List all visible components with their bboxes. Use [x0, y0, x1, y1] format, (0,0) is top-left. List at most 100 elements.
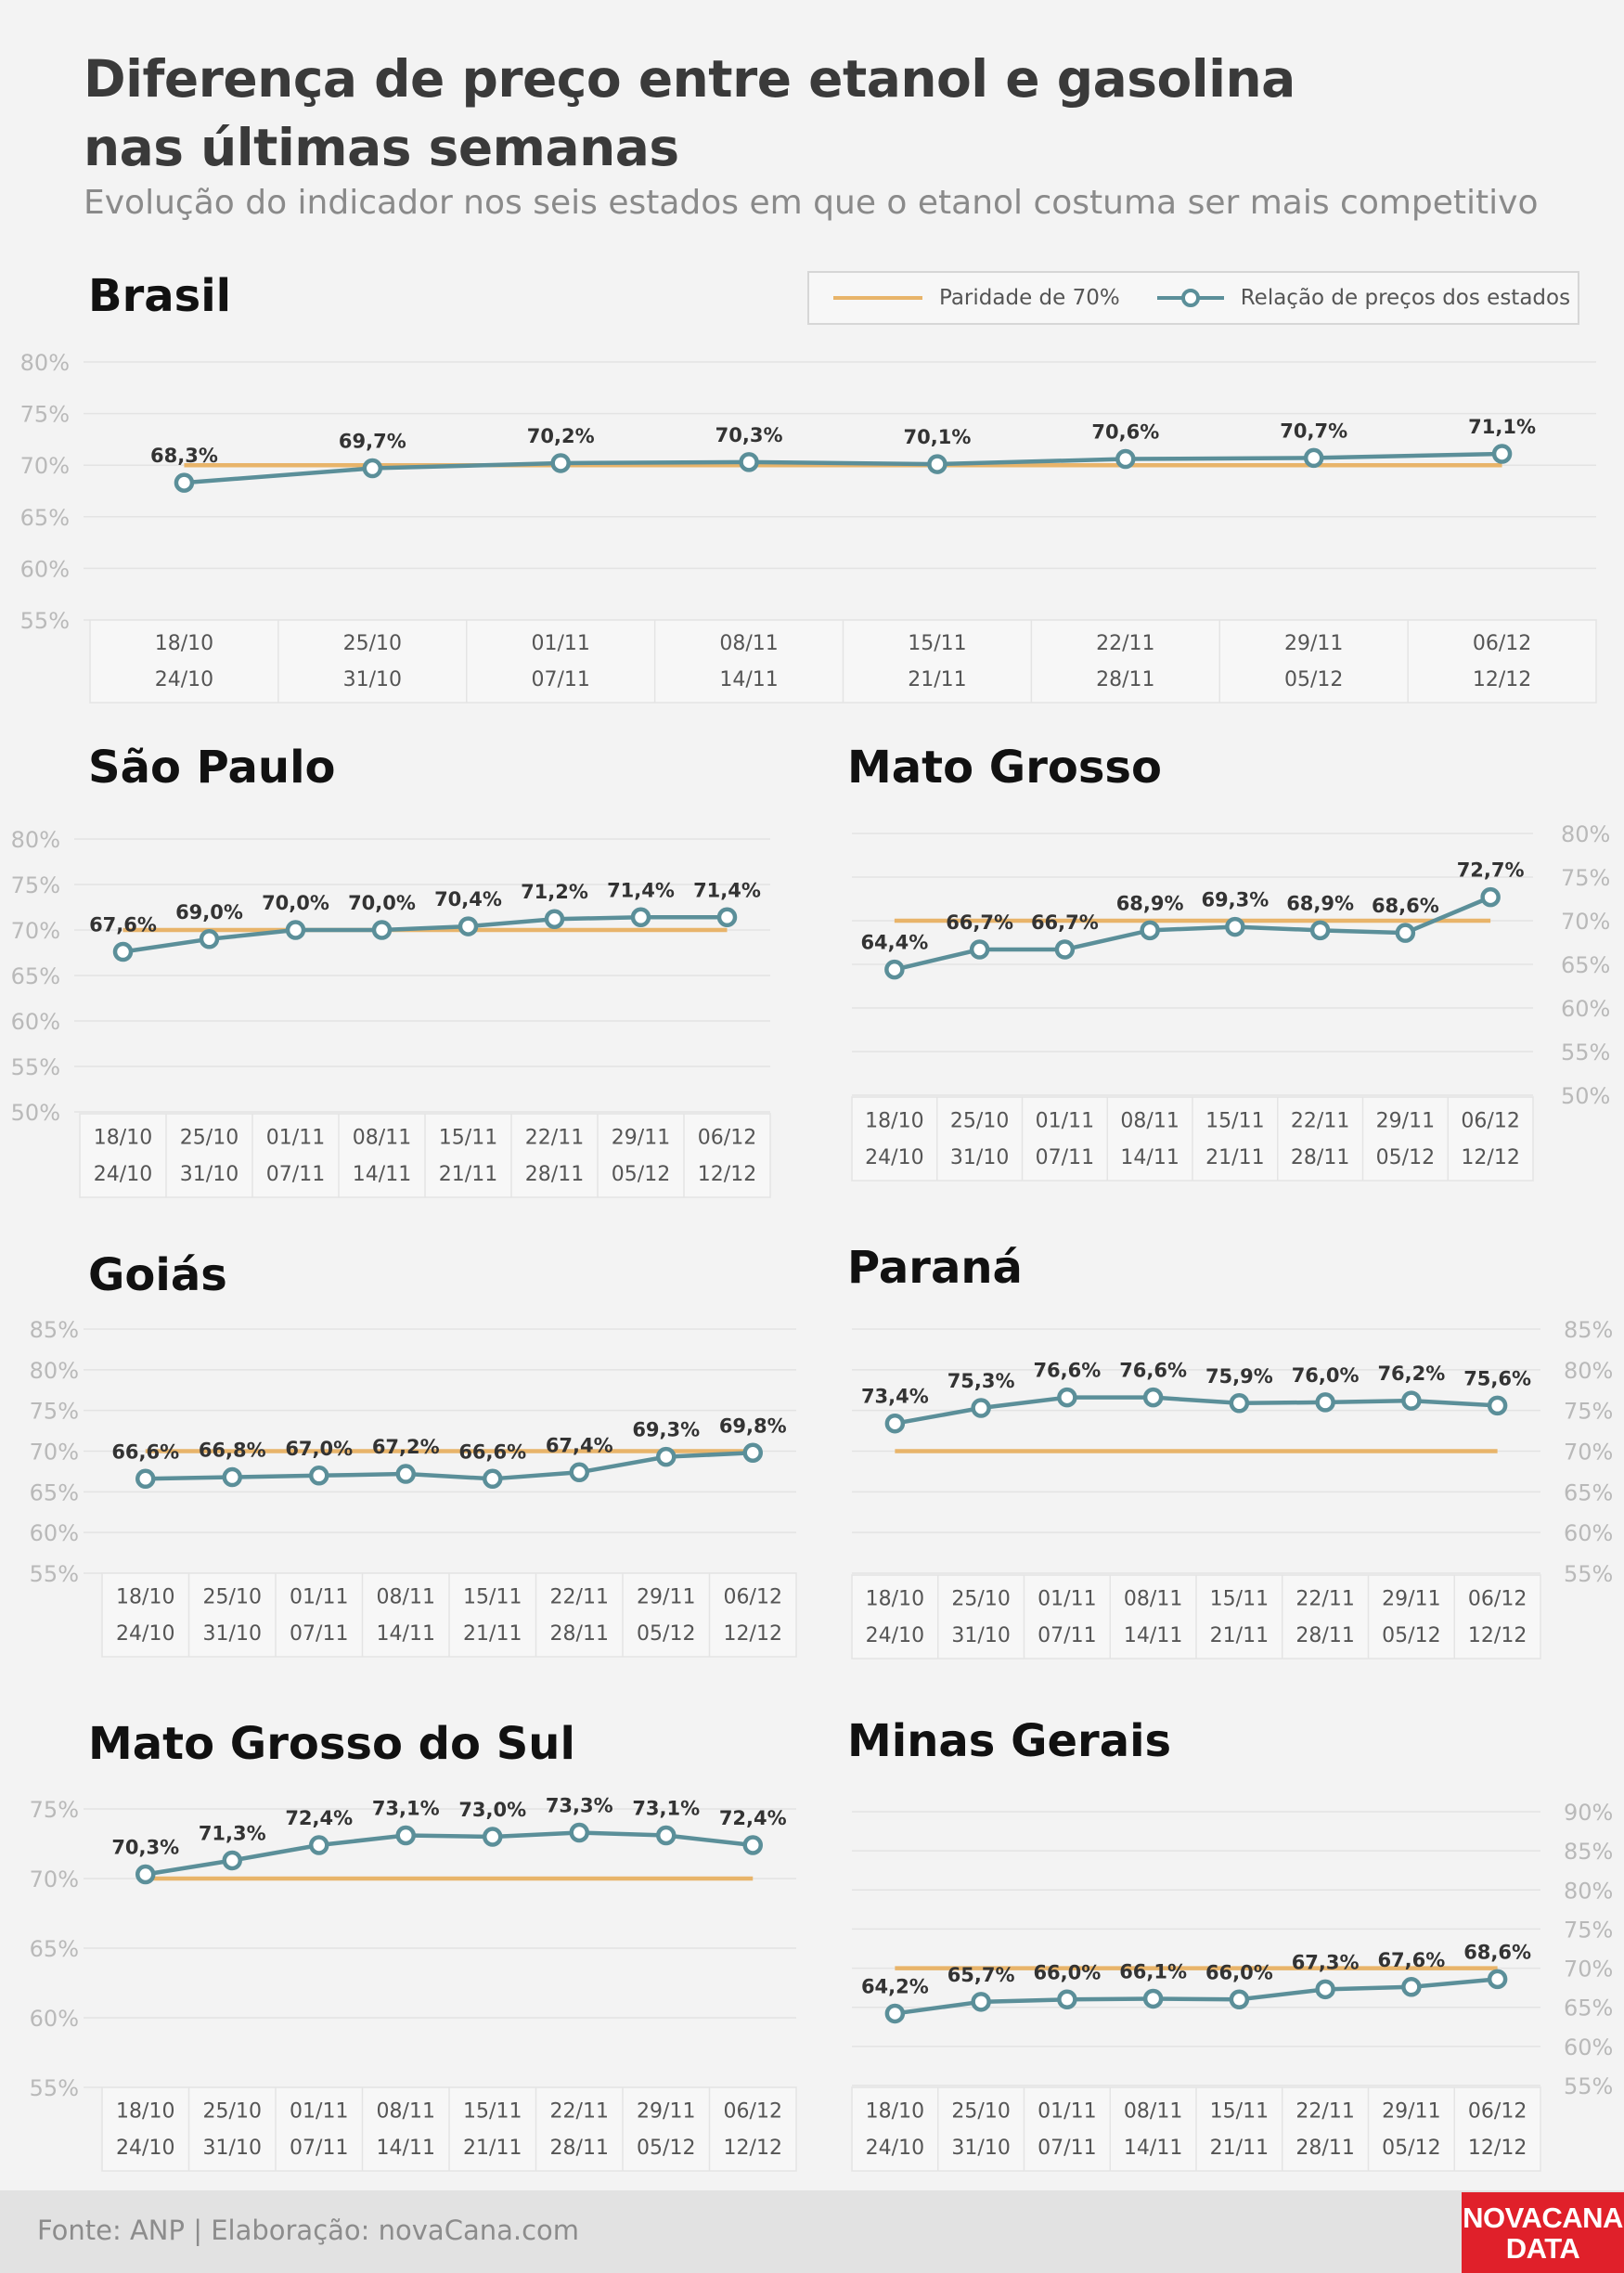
x-tick-label-end: 14/11	[377, 2137, 435, 2160]
x-tick-label-start: 15/11	[463, 2099, 522, 2123]
x-tick-label-end: 28/11	[550, 1622, 609, 1646]
data-point	[742, 1442, 763, 1464]
x-tick-label-start: 25/10	[203, 2099, 262, 2123]
data-point	[1140, 920, 1160, 941]
data-point	[971, 1992, 991, 2012]
data-point	[656, 1446, 677, 1467]
x-tick-label-start: 22/11	[550, 2099, 609, 2123]
x-tick-label-start: 08/11	[1124, 1587, 1182, 1610]
x-tick-label-end: 12/12	[1468, 1624, 1527, 1647]
chart-title: Paraná	[847, 1242, 1023, 1294]
data-point	[1229, 1393, 1250, 1414]
chart-title: Goiás	[88, 1249, 227, 1301]
y-tick-label: 85%	[1564, 1317, 1613, 1343]
x-tick-label-end: 07/11	[266, 1163, 325, 1186]
data-label: 66,7%	[1031, 911, 1099, 934]
data-point	[630, 907, 651, 928]
x-tick-label-start: 29/11	[612, 1126, 670, 1149]
data-point	[222, 1466, 242, 1488]
data-point	[1315, 1392, 1335, 1413]
data-label: 69,3%	[632, 1419, 700, 1441]
y-tick-label: 75%	[30, 1797, 79, 1823]
data-point	[1315, 1979, 1335, 2000]
legend-item-parity: Paridade de 70%	[833, 286, 1120, 310]
data-label: 69,3%	[1201, 889, 1269, 911]
data-label: 66,7%	[946, 911, 1013, 934]
y-tick-label: 80%	[1561, 821, 1610, 847]
legend-parity-swatch	[833, 296, 922, 300]
y-tick-label: 60%	[1561, 996, 1610, 1022]
x-tick-label-end: 07/11	[1038, 1624, 1096, 1647]
x-tick-label-start: 29/11	[637, 1585, 695, 1608]
x-tick-label-start: 08/11	[353, 1126, 411, 1149]
x-tick-label-start: 22/11	[1295, 2099, 1354, 2123]
x-tick-label-end: 21/11	[1205, 1146, 1264, 1169]
x-tick-label-start: 01/11	[266, 1126, 325, 1149]
x-tick-label-end: 31/10	[203, 1622, 262, 1646]
x-tick-label-start: 01/11	[1038, 2099, 1096, 2123]
x-tick-label-start: 18/10	[866, 2099, 924, 2123]
x-tick-label-start: 15/11	[463, 1585, 522, 1608]
y-tick-label: 75%	[1564, 1917, 1613, 1943]
novacana-logo[interactable]: NOVACANA DATA	[1462, 2192, 1624, 2273]
data-label: 75,3%	[947, 1370, 1015, 1392]
data-point	[309, 1466, 329, 1486]
x-tick-label-start: 18/10	[866, 1587, 924, 1610]
data-label: 69,0%	[175, 901, 243, 923]
x-tick-label-end: 05/12	[1382, 1624, 1440, 1647]
y-tick-label: 60%	[1564, 2034, 1613, 2060]
x-tick-label-end: 28/11	[1295, 2137, 1354, 2160]
data-point	[1401, 1390, 1422, 1411]
y-tick-label: 65%	[30, 1479, 79, 1505]
x-tick-label-end: 21/11	[463, 1622, 522, 1646]
x-tick-label-start: 25/10	[203, 1585, 262, 1608]
x-tick-label-start: 08/11	[1124, 2099, 1182, 2123]
x-tick-label-start: 22/11	[1295, 1587, 1354, 1610]
x-tick-label-start: 25/10	[180, 1126, 238, 1149]
data-label: 72,7%	[1457, 859, 1525, 882]
x-tick-label-end: 24/10	[865, 1146, 923, 1169]
y-tick-label: 70%	[20, 453, 70, 479]
x-tick-label-start: 25/10	[343, 632, 402, 655]
x-tick-label-end: 31/10	[343, 668, 402, 691]
legend-ratio-label: Relação de preços dos estados	[1240, 286, 1571, 310]
page-title: Diferença de preço entre etanol e gasoli…	[84, 45, 1295, 182]
x-tick-label-end: 12/12	[724, 1622, 782, 1646]
x-tick-label-start: 18/10	[116, 2099, 174, 2123]
data-point	[742, 1835, 763, 1855]
x-tick-label-start: 15/11	[1210, 2099, 1269, 2123]
data-point	[222, 1850, 242, 1871]
x-tick-label-end: 31/10	[203, 2137, 262, 2160]
chart-panel-6: Minas Gerais 90% 85% 80% 75% 70% 65% 60% 55% 18/1…	[847, 1715, 1613, 2172]
x-tick-label-end: 21/11	[463, 2137, 522, 2160]
chart-panel-1: São Paulo 80% 75% 70% 65% 60% 55% 50% 18/10 24/10…	[11, 742, 771, 1198]
x-tick-label-start: 25/10	[951, 2099, 1010, 2123]
y-tick-label: 55%	[30, 2075, 79, 2101]
data-point	[371, 920, 393, 940]
data-label: 67,6%	[1377, 1949, 1445, 1971]
x-tick-label-end: 31/10	[951, 1624, 1010, 1647]
y-tick-label: 75%	[30, 1399, 79, 1425]
x-tick-label-end: 14/11	[353, 1163, 411, 1186]
x-tick-label-end: 28/11	[1291, 1146, 1349, 1169]
x-tick-label-end: 21/11	[439, 1163, 497, 1186]
y-tick-label: 70%	[30, 1440, 79, 1466]
ratio-line	[145, 1830, 754, 1877]
y-tick-label: 85%	[1564, 1839, 1613, 1865]
data-point	[1142, 1988, 1164, 2009]
data-point	[135, 1468, 156, 1490]
data-point	[1142, 1387, 1164, 1408]
x-tick-label-start: 06/12	[1461, 1109, 1519, 1132]
x-tick-label-start: 08/11	[1120, 1109, 1179, 1132]
x-tick-label-start: 29/11	[1376, 1109, 1435, 1132]
data-label: 69,8%	[719, 1414, 787, 1437]
x-tick-label-start: 18/10	[155, 632, 213, 655]
y-tick-label: 70%	[30, 1866, 79, 1892]
data-point	[285, 920, 306, 940]
chart-title: Minas Gerais	[847, 1715, 1171, 1767]
x-tick-label-start: 06/12	[1468, 1587, 1527, 1610]
y-tick-label: 75%	[11, 872, 60, 898]
y-tick-label: 55%	[30, 1561, 79, 1587]
x-tick-label-end: 07/11	[1038, 2137, 1096, 2160]
